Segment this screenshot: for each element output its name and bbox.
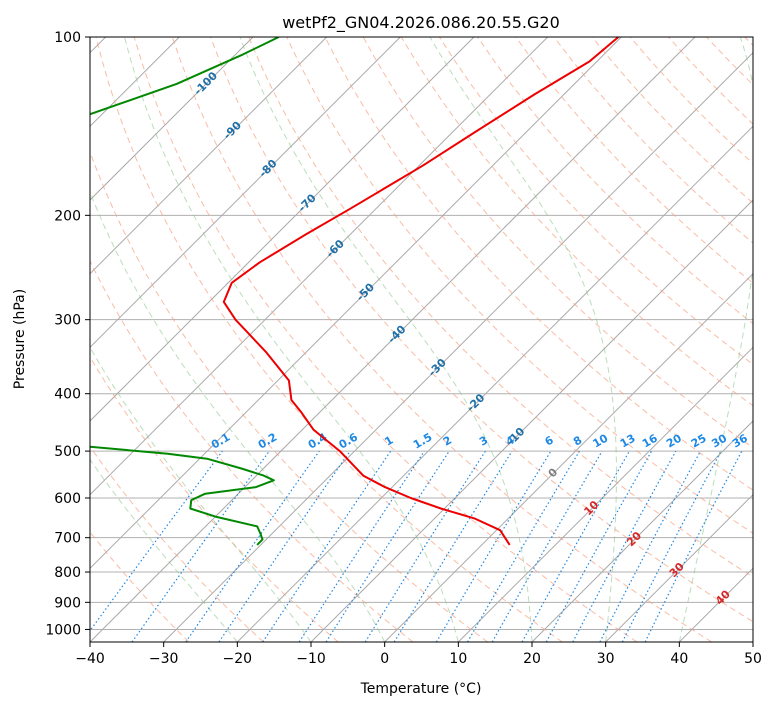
y-axis-label: Pressure (hPa): [12, 289, 28, 389]
temperature-profile-line: [222, 37, 620, 546]
isotherm-line: [90, 37, 328, 275]
isotherm-line: [90, 37, 622, 570]
isobar-grid: [90, 37, 753, 630]
mixing-ratio-line: [325, 450, 450, 642]
mixing-ratio-line: [644, 450, 743, 642]
chart-title: wetPf2_GN04.2026.086.20.55.G20: [282, 13, 560, 33]
x-tick-label: 50: [744, 651, 762, 667]
mixing-ratio-line: [545, 450, 653, 642]
x-tick-label: −10: [296, 651, 326, 667]
isotherm-line: [90, 37, 475, 422]
mixing-ratio-lines: [90, 450, 743, 642]
dry-adiabat-line: [210, 37, 753, 623]
isotherm-line: [90, 37, 254, 201]
mixing-ratio-line: [185, 450, 320, 642]
mixing-ratio-line: [521, 450, 631, 642]
dry-adiabat-line: [133, 37, 638, 642]
dry-adiabat-line: [95, 37, 563, 642]
dry-adiabat-line: [90, 259, 414, 642]
dry-adiabat-line: [515, 37, 753, 284]
moist-adiabat-line: [90, 346, 312, 642]
y-tick-label: 600: [54, 491, 81, 507]
x-axis-label: Temperature (°C): [360, 681, 482, 697]
y-tick-label: 200: [54, 208, 81, 224]
dewpoint-profile-line: [90, 37, 280, 546]
plot-frame: [89, 36, 754, 643]
y-tick-label: 1000: [45, 622, 81, 638]
y-tick-label: 900: [54, 595, 81, 611]
x-tick-label: −40: [75, 651, 105, 667]
dry-adiabats: [90, 37, 753, 642]
x-tick-label: 20: [523, 651, 541, 667]
profile-lines: [90, 37, 620, 546]
dry-adiabat-line: [90, 445, 264, 642]
y-tick-label: 800: [54, 565, 81, 581]
mixing-ratio-line: [131, 450, 270, 642]
isotherm-line: [90, 37, 401, 349]
isotherm-line: [90, 37, 549, 496]
isotherm-line: [236, 125, 753, 642]
x-axis: −40 −30 −20 −10 0 10 20 30 40 50: [75, 642, 762, 667]
isotherm-line: [90, 37, 696, 642]
moist-adiabat-line: [90, 190, 386, 642]
mixing-ratio-line: [393, 450, 513, 642]
y-tick-label: 100: [54, 30, 81, 46]
dry-adiabat-line: [248, 37, 753, 578]
x-tick-label: 0: [380, 651, 389, 667]
dry-adiabat-line: [90, 356, 339, 642]
dry-adiabat-line: [171, 37, 712, 642]
y-tick-label: 500: [54, 444, 81, 460]
isotherm-line: [163, 51, 753, 642]
isotherm-line: [457, 346, 753, 642]
dry-adiabat-line: [286, 37, 753, 534]
y-axis: 100 200 300 400 500 600 700 800 900 1000: [45, 30, 90, 638]
x-tick-label: 40: [670, 651, 688, 667]
mixing-ratio-line: [572, 450, 677, 642]
moist-adiabat-line: [90, 458, 238, 642]
isotherm-line: [531, 420, 753, 642]
y-tick-label: 400: [54, 387, 81, 403]
moist-adiabat-line: [239, 37, 533, 642]
mixing-ratio-line: [90, 450, 223, 632]
mixing-ratio-line: [298, 450, 425, 642]
x-tick-label: 10: [449, 651, 467, 667]
mixing-ratio-line: [218, 450, 351, 642]
isotherm-line: [384, 272, 753, 642]
y-tick-label: 700: [54, 531, 81, 547]
isotherm-grid: [90, 37, 753, 642]
moist-adiabat-line: [429, 37, 617, 642]
x-tick-label: −20: [223, 651, 253, 667]
x-tick-label: −30: [149, 651, 179, 667]
moist-adiabat-line: [678, 37, 753, 642]
y-tick-label: 300: [54, 313, 81, 329]
dry-adiabat-line: [324, 37, 753, 491]
mixing-ratio-line: [262, 450, 392, 642]
isotherm-line: [605, 493, 753, 642]
x-tick-label: 30: [597, 651, 615, 667]
